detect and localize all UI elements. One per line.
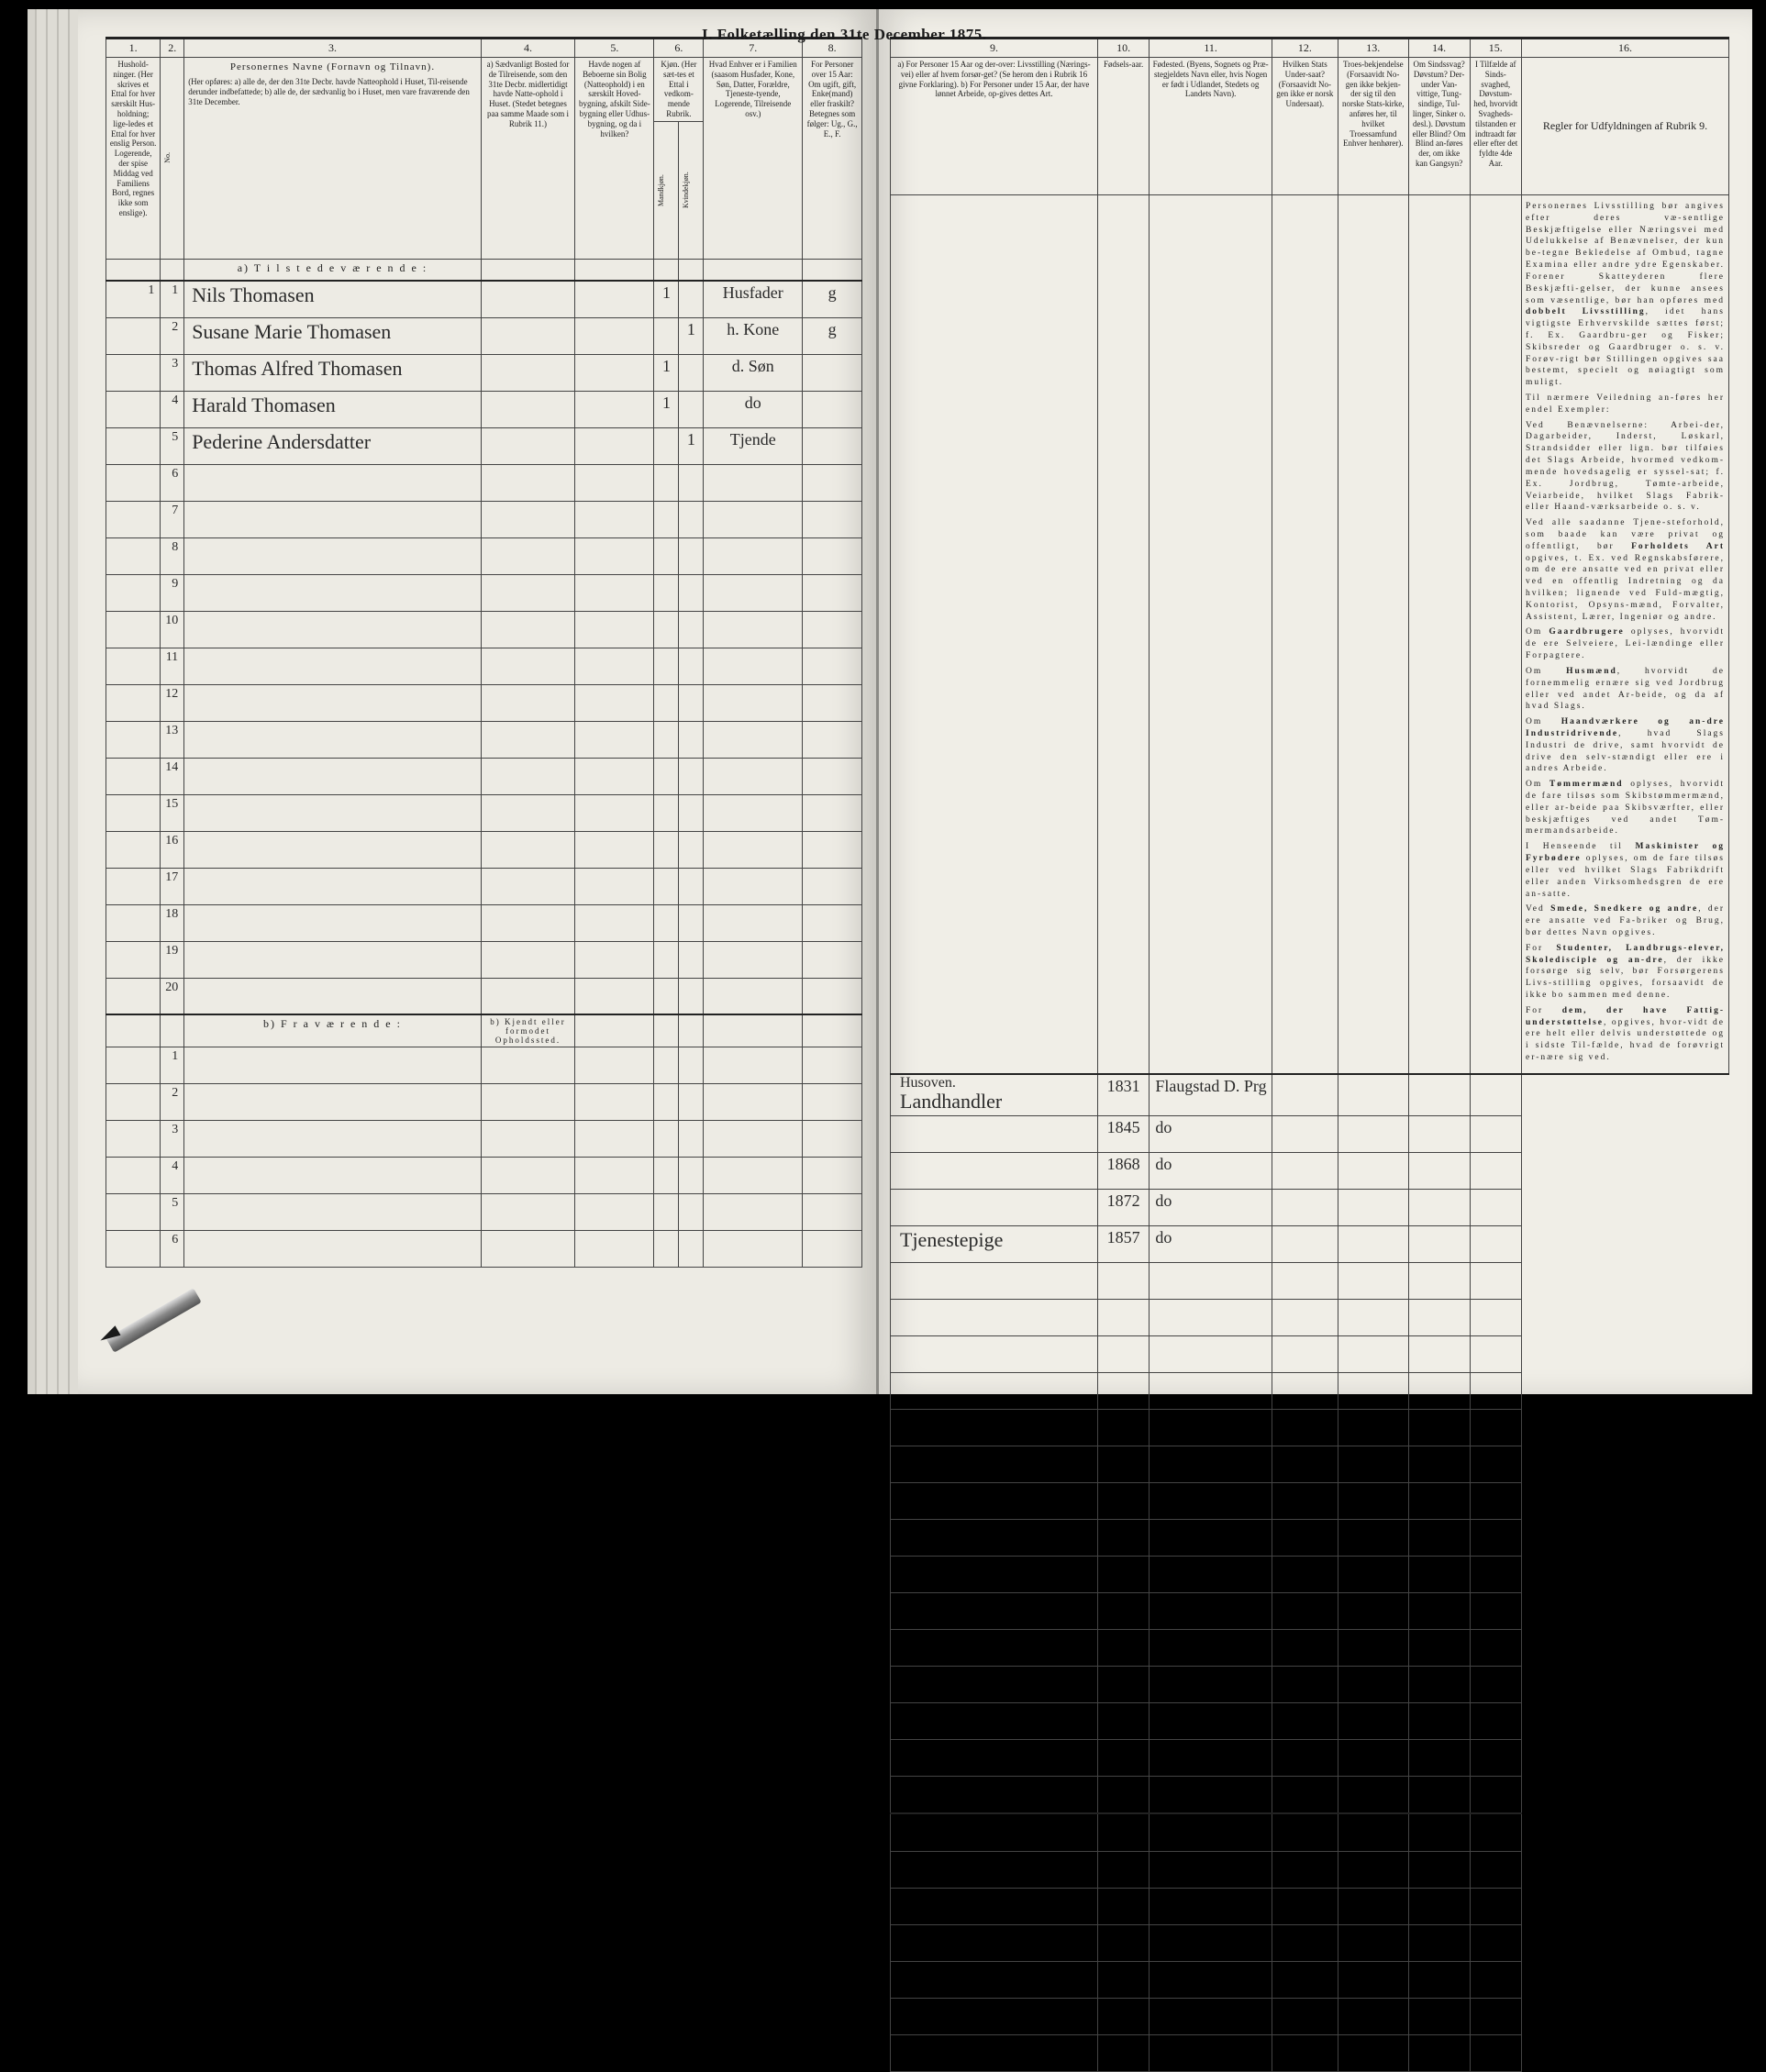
col-13-num: 13. xyxy=(1338,39,1408,58)
left-page: 1. 2. 3. 4. 5. 6. 7. 8. Hushold-ninger. … xyxy=(78,9,876,1394)
table-row xyxy=(891,1777,1729,1813)
table-row: 3 xyxy=(106,1121,862,1158)
col-11-num: 11. xyxy=(1150,39,1272,58)
table-row: 1845do xyxy=(891,1116,1729,1153)
table-row: 12 xyxy=(106,684,862,721)
col-14-num: 14. xyxy=(1408,39,1470,58)
table-row: 6 xyxy=(106,1231,862,1268)
col-15-head: I Tilfælde af Sinds-svaghed, Døvstum-hed… xyxy=(1470,58,1521,195)
table-row xyxy=(891,1300,1729,1336)
table-row: 15 xyxy=(106,794,862,831)
absent-col4-head: b) Kjendt eller formodet Opholdssted. xyxy=(481,1014,574,1047)
col-4-num: 4. xyxy=(481,39,574,58)
table-row: 16 xyxy=(106,831,862,868)
table-row xyxy=(891,1557,1729,1593)
col-14-head: Om Sindssvag? Døvstum? Der-under Van-vit… xyxy=(1408,58,1470,195)
table-row xyxy=(891,1263,1729,1300)
table-row: 14 xyxy=(106,758,862,794)
table-row xyxy=(891,1593,1729,1630)
table-row xyxy=(891,1925,1729,1962)
col-2-num: 2. xyxy=(161,39,184,58)
section-a-label: a) T i l s t e d e v æ r e n d e : xyxy=(184,259,482,281)
table-row xyxy=(891,1373,1729,1410)
col-3-head: Personernes Navne (Fornavn og Tilnavn). … xyxy=(184,58,482,260)
right-page: 9. 10. 11. 12. 13. 14. 15. 16. a) For Pe… xyxy=(876,9,1752,1394)
table-row: 4Harald Thomasen1do xyxy=(106,391,862,427)
col-16-head: Regler for Udfyldningen af Rubrik 9. xyxy=(1522,58,1729,195)
table-row: 8 xyxy=(106,537,862,574)
table-row xyxy=(891,1889,1729,1925)
col-15-num: 15. xyxy=(1470,39,1521,58)
table-row xyxy=(891,1999,1729,2035)
col-1-num: 1. xyxy=(106,39,161,58)
census-book: 1. 2. 3. 4. 5. 6. 7. 8. Hushold-ninger. … xyxy=(28,9,1752,1394)
section-b-label: b) F r a v æ r e n d e : xyxy=(184,1014,482,1047)
table-row xyxy=(891,1667,1729,1703)
table-row xyxy=(891,1520,1729,1557)
table-row: 11 xyxy=(106,648,862,684)
table-row: 3Thomas Alfred Thomasen1d. Søn xyxy=(106,354,862,391)
table-row xyxy=(891,1410,1729,1446)
book-gutter xyxy=(876,9,879,1394)
page-title: I. Folketælling den 31te December 1875. xyxy=(702,26,987,44)
page-stack xyxy=(28,9,78,1394)
col-9-head: a) For Personer 15 Aar og der-over: Livs… xyxy=(891,58,1098,195)
census-table-left: 1. 2. 3. 4. 5. 6. 7. 8. Hushold-ninger. … xyxy=(106,37,862,1268)
col-16-num: 16. xyxy=(1522,39,1729,58)
table-row: Tjenestepige1857do xyxy=(891,1226,1729,1263)
table-row xyxy=(891,1703,1729,1740)
table-row: 1872do xyxy=(891,1190,1729,1226)
col-7-head: Hvad Enhver er i Familien (saasom Husfad… xyxy=(704,58,803,260)
table-row: 20 xyxy=(106,978,862,1014)
table-row xyxy=(891,1630,1729,1667)
col-13-head: Troes-bekjendelse (Forsaavidt No-gen ikk… xyxy=(1338,58,1408,195)
table-row xyxy=(891,1336,1729,1373)
table-row: 2 xyxy=(106,1084,862,1121)
table-row: 13 xyxy=(106,721,862,758)
instructions-text: Personernes Livsstilling bør angives eft… xyxy=(1522,195,1728,1073)
col-2-head: No. xyxy=(161,58,184,260)
col-6a-head: Mandkjøn. xyxy=(654,121,679,259)
col-6-head: Kjøn. (Her sæt-tes et Ettal i vedkom-men… xyxy=(654,58,704,122)
table-row: 11Nils Thomasen1Husfaderg xyxy=(106,281,862,317)
col-11-head: Fødested. (Byens, Sognets og Præ-stegjel… xyxy=(1150,58,1272,195)
table-row: 9 xyxy=(106,574,862,611)
table-row xyxy=(891,1483,1729,1520)
col-4-head: a) Sædvanligt Bosted for de Tilreisende,… xyxy=(481,58,574,260)
col-10-head: Fødsels-aar. xyxy=(1097,58,1149,195)
table-row: 4 xyxy=(106,1158,862,1194)
table-row: 5Pederine Andersdatter1Tjende xyxy=(106,427,862,464)
pen-tool xyxy=(92,1330,211,1367)
col-6-num: 6. xyxy=(654,39,704,58)
table-row xyxy=(891,2035,1729,2072)
table-row: 10 xyxy=(106,611,862,648)
col-3-num: 3. xyxy=(184,39,482,58)
table-row: 5 xyxy=(106,1194,862,1231)
col-8-head: For Personer over 15 Aar: Om ugift, gift… xyxy=(803,58,862,260)
table-row xyxy=(891,1740,1729,1777)
table-row: 7 xyxy=(106,501,862,537)
table-row: 19 xyxy=(106,941,862,978)
table-row: 18 xyxy=(106,904,862,941)
col-10-num: 10. xyxy=(1097,39,1149,58)
col-12-head: Hvilken Stats Under-saat? (Forsaavidt No… xyxy=(1272,58,1338,195)
col-5-head: Havde nogen af Beboerne sin Bolig (Natte… xyxy=(575,58,654,260)
table-row: Husoven.Landhandler1831Flaugstad D. Prg xyxy=(891,1074,1729,1116)
col-5-num: 5. xyxy=(575,39,654,58)
table-row: 6 xyxy=(106,464,862,501)
table-row: 2Susane Marie Thomasen1h. Koneg xyxy=(106,317,862,354)
table-row: 17 xyxy=(106,868,862,904)
table-row: 1868do xyxy=(891,1153,1729,1190)
col-12-num: 12. xyxy=(1272,39,1338,58)
col-1-head: Hushold-ninger. (Her skrives et Ettal fo… xyxy=(106,58,161,260)
table-row xyxy=(891,1962,1729,1999)
table-row: 1 xyxy=(106,1047,862,1084)
census-table-right: 9. 10. 11. 12. 13. 14. 15. 16. a) For Pe… xyxy=(890,37,1729,2072)
table-row xyxy=(891,1446,1729,1483)
table-row xyxy=(891,1852,1729,1889)
col-6b-head: Kvindekjøn. xyxy=(679,121,704,259)
